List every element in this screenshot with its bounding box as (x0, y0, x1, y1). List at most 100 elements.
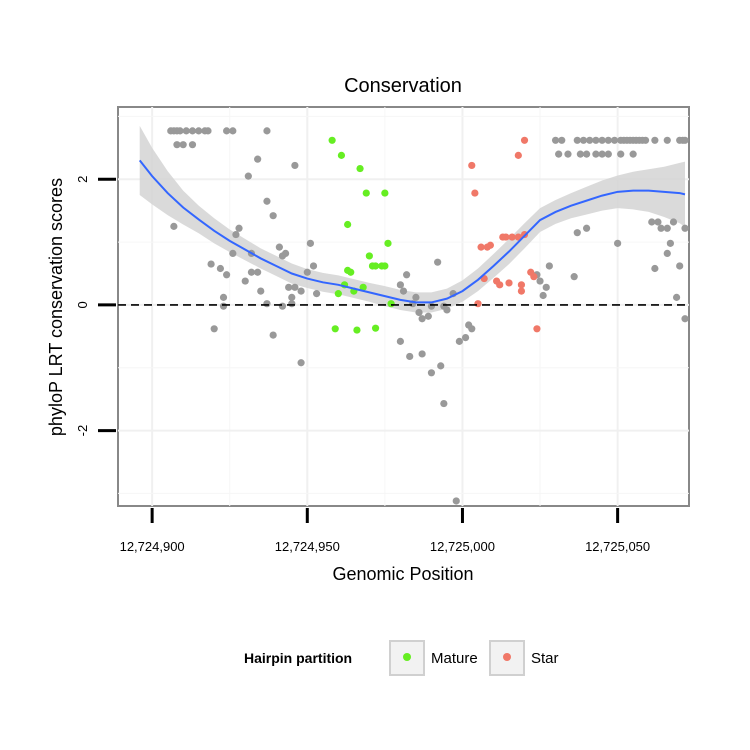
data-point-other (573, 136, 581, 144)
data-point-other (427, 369, 436, 377)
data-point-star (474, 300, 482, 308)
data-point-other (641, 136, 650, 144)
data-point-star (520, 136, 529, 144)
data-point-other (216, 264, 225, 273)
y-axis-label: phyloP LRT conservation scores (46, 178, 66, 436)
data-point-mature (331, 325, 339, 333)
data-point-other (210, 325, 218, 333)
data-point-other (396, 337, 404, 345)
data-point-mature (347, 268, 355, 276)
data-point-other (648, 218, 656, 226)
data-point-other (604, 150, 612, 158)
data-point-other (676, 262, 684, 270)
data-point-other (579, 136, 588, 144)
data-point-star (517, 287, 526, 295)
data-point-other (399, 287, 408, 295)
data-point-other (576, 150, 584, 158)
data-point-mature (337, 151, 346, 159)
data-point-mature (387, 300, 395, 308)
data-point-other (176, 127, 184, 135)
data-point-other (297, 287, 305, 295)
data-point-other (182, 127, 190, 135)
data-point-other (403, 271, 411, 279)
data-point-other (207, 260, 215, 268)
data-point-star (533, 325, 541, 333)
data-point-other (303, 268, 311, 276)
data-point-other (254, 268, 262, 276)
data-point-other (244, 172, 252, 180)
data-point-other (313, 290, 321, 298)
data-point-star (486, 241, 494, 249)
data-point-mature (334, 290, 342, 298)
data-point-other (418, 350, 426, 358)
points-layer (167, 127, 689, 505)
data-point-star (502, 233, 510, 241)
data-point-other (223, 127, 231, 135)
data-point-other (188, 141, 197, 149)
data-point-other (663, 249, 671, 258)
data-point-other (545, 262, 553, 270)
data-point-other (582, 224, 591, 232)
data-point-star (530, 273, 538, 281)
x-tick-label: 12,724,950 (275, 539, 340, 554)
x-axis-label: Genomic Position (332, 564, 473, 584)
data-point-star (508, 233, 516, 241)
data-point-other (598, 136, 606, 144)
legend-title: Hairpin partition (244, 650, 352, 666)
data-point-other (681, 136, 689, 144)
data-point-other (461, 334, 470, 342)
data-point-other (681, 315, 689, 323)
data-point-other (592, 150, 600, 158)
data-point-other (443, 306, 451, 314)
data-point-other (663, 136, 671, 144)
data-point-other (654, 218, 662, 226)
data-point-other (604, 136, 612, 144)
x-axis: 12,724,900 12,724,950 12,725,000 12,725,050 (120, 508, 650, 554)
data-point-other (188, 127, 197, 135)
data-point-other (555, 150, 563, 158)
data-point-other (663, 224, 671, 232)
data-point-other (263, 300, 271, 308)
smooth-line-layer (138, 159, 686, 304)
data-point-other (170, 222, 178, 230)
data-point-other (558, 136, 566, 144)
data-point-mature (359, 283, 367, 291)
data-point-other (263, 127, 271, 135)
data-point-other (204, 127, 212, 135)
y-tick-label: -2 (75, 425, 90, 437)
legend-key-mature (403, 653, 411, 661)
data-point-mature (365, 252, 373, 260)
y-tick-label: 2 (75, 176, 90, 183)
data-point-other (629, 150, 637, 158)
data-point-other (275, 243, 283, 251)
data-point-other (586, 136, 594, 144)
data-point-star (505, 279, 513, 287)
legend-label-mature: Mature (431, 650, 478, 667)
data-point-star (517, 281, 526, 289)
data-point-mature (381, 262, 389, 270)
data-point-mature (381, 189, 389, 197)
data-point-other (278, 302, 287, 310)
data-point-other (229, 127, 237, 135)
data-point-other (269, 331, 277, 339)
data-point-mature (362, 189, 370, 197)
data-point-mature (356, 164, 364, 173)
data-point-other (257, 287, 265, 295)
data-point-other (288, 293, 296, 301)
data-point-other (592, 136, 600, 144)
data-point-other (452, 497, 460, 505)
data-point-other (610, 136, 619, 144)
data-point-other (651, 136, 659, 144)
legend-label-star: Star (531, 650, 559, 667)
data-point-star (471, 189, 479, 197)
data-point-other (468, 325, 476, 333)
data-point-other (229, 249, 237, 258)
data-point-other (179, 141, 187, 149)
data-point-other (427, 302, 436, 310)
data-point-other (424, 312, 432, 320)
data-point-other (437, 362, 445, 370)
data-point-other (412, 293, 420, 301)
data-point-other (666, 239, 674, 247)
data-point-mature (384, 239, 392, 247)
data-point-other (681, 224, 689, 232)
